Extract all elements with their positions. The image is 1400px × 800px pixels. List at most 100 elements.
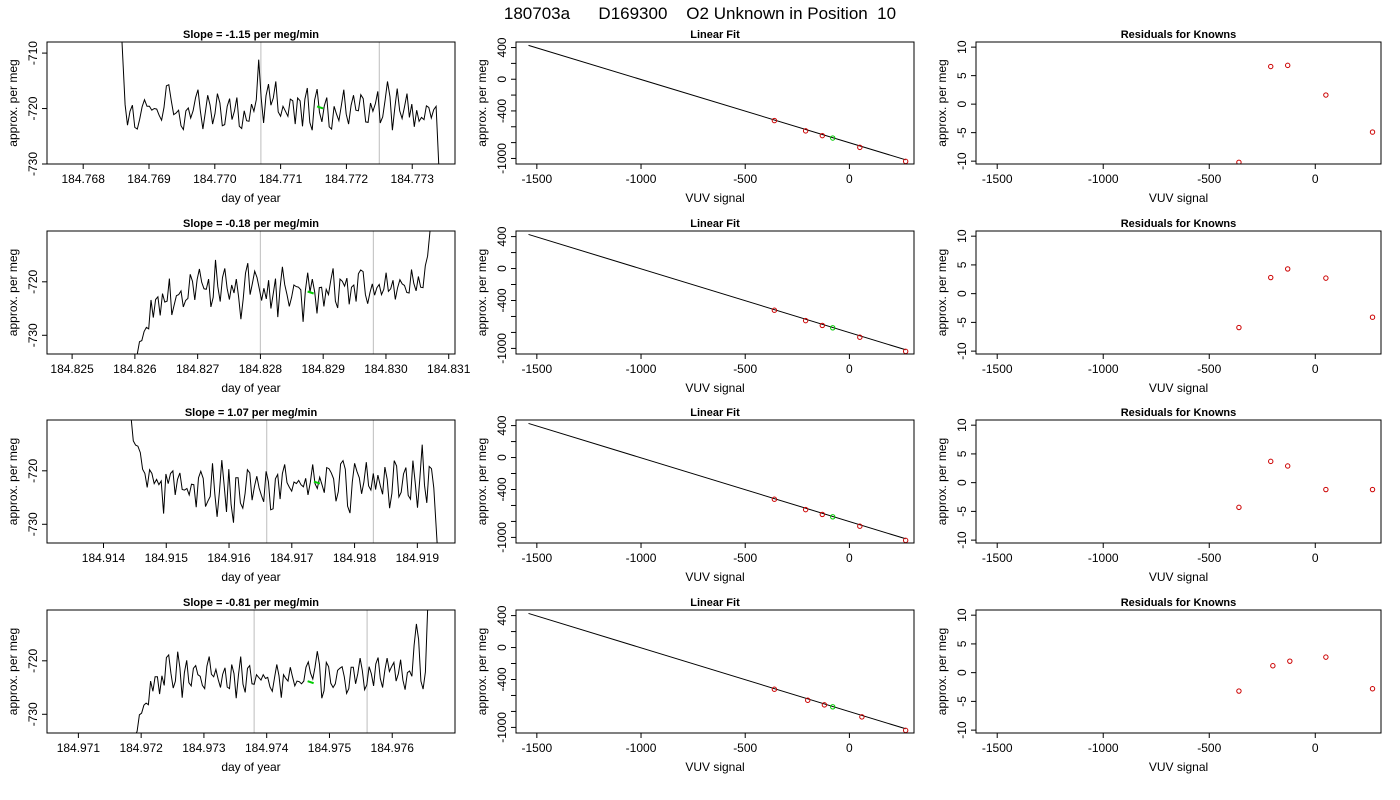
- x-tick-label: -500: [1197, 551, 1221, 565]
- x-tick-label: 184.973: [182, 741, 226, 755]
- x-axis-label: VUV signal: [1149, 381, 1208, 395]
- y-tick-label: -5: [955, 506, 969, 517]
- y-tick-label: -730: [26, 152, 40, 176]
- figure-title: 180703a D169300 O2 Unknown in Position 1…: [504, 4, 896, 23]
- plot-frame: [515, 41, 915, 165]
- residual-point: [1285, 266, 1291, 272]
- x-tick-label: 184.769: [127, 172, 171, 186]
- unknown-point: [830, 514, 836, 520]
- x-tick-label: -1500: [982, 551, 1013, 565]
- x-axis-label: day of year: [221, 760, 280, 774]
- x-tick-label: -1000: [626, 741, 657, 755]
- x-axis-label: VUV signal: [685, 381, 744, 395]
- unknown-point: [830, 135, 836, 141]
- plot-area: [528, 612, 909, 733]
- panel-title: Slope = -0.81 per meg/min: [183, 597, 319, 609]
- x-axis-label: VUV signal: [685, 760, 744, 774]
- plot-area: [121, 42, 440, 164]
- y-tick-label: 0: [955, 290, 969, 297]
- plot-area: [1236, 62, 1376, 164]
- plot-frame: [46, 419, 456, 544]
- plot-frame: [515, 419, 915, 544]
- y-axis-label: approx. per meg: [475, 628, 489, 715]
- known-point: [902, 158, 909, 164]
- known-point: [771, 117, 778, 124]
- plot-area: [1236, 266, 1376, 331]
- x-tick-label: -1500: [982, 741, 1013, 755]
- x-axis-label: VUV signal: [1149, 760, 1208, 774]
- known-point: [819, 511, 826, 518]
- y-axis-label: approx. per meg: [6, 628, 20, 715]
- fit-line: [528, 422, 906, 540]
- x-axis-label: VUV signal: [685, 191, 744, 205]
- y-tick-label: 0: [495, 454, 509, 461]
- y-axis-label: approx. per meg: [6, 438, 20, 525]
- plot-area: [528, 233, 909, 354]
- x-tick-label: 184.919: [396, 551, 440, 565]
- x-tick-label: -500: [733, 551, 757, 565]
- known-point: [771, 686, 778, 692]
- y-axis-label: approx. per meg: [935, 628, 949, 715]
- x-tick-label: 0: [846, 741, 853, 755]
- residual-point: [1236, 688, 1242, 694]
- plot-area: [1236, 458, 1376, 511]
- residual-point: [1285, 463, 1291, 469]
- unknown-point: [830, 704, 836, 710]
- data-series-line: [136, 231, 431, 354]
- x-tick-label: 184.975: [308, 741, 352, 755]
- panel-residuals-1: Residuals for Knowns -1500 -1000 -500 0 10 5 0 -…: [935, 29, 1382, 205]
- plot-frame: [975, 609, 1382, 734]
- y-tick-label: -10: [955, 531, 969, 549]
- x-tick-label: -1000: [626, 362, 657, 376]
- x-tick-label: 0: [1312, 172, 1319, 186]
- panel-title: Slope = -1.15 per meg/min: [183, 29, 319, 41]
- y-tick-label: 0: [955, 100, 969, 107]
- residual-point: [1236, 504, 1242, 511]
- residual-point: [1236, 159, 1242, 164]
- residual-point: [1323, 275, 1329, 281]
- x-tick-label: -500: [1197, 741, 1221, 755]
- x-tick-label: 184.972: [119, 741, 163, 755]
- x-tick-label: 184.914: [82, 551, 126, 565]
- panel-title: Linear Fit: [690, 407, 740, 419]
- plot-area: [528, 422, 909, 543]
- plot-area: [135, 610, 429, 733]
- y-tick-label: 10: [955, 418, 969, 432]
- y-tick-label: -1000: [495, 143, 509, 174]
- x-axis-label: day of year: [221, 381, 280, 395]
- panel-title: Residuals for Knowns: [1121, 597, 1237, 609]
- panel-fit-2: Linear Fit -1500 -1000 -500 0 400 0 -400 -1000 VU…: [475, 218, 915, 395]
- known-point: [805, 697, 811, 703]
- plot-frame: [515, 609, 915, 734]
- known-point: [902, 348, 909, 354]
- data-series-line: [121, 42, 440, 164]
- x-tick-label: 184.916: [207, 551, 251, 565]
- panel-timeseries-1: Slope = -1.15 per meg/min 184.768 184.769 1…: [6, 29, 456, 205]
- x-tick-label: 0: [846, 362, 853, 376]
- residual-point: [1323, 92, 1329, 98]
- plot-frame: [515, 230, 915, 355]
- known-point: [857, 523, 863, 529]
- x-tick-label: -500: [733, 362, 757, 376]
- known-point: [771, 496, 778, 502]
- residual-point: [1323, 486, 1329, 493]
- y-tick-label: -720: [26, 648, 40, 672]
- x-tick-label: -1000: [1088, 362, 1119, 376]
- x-tick-label: 0: [846, 551, 853, 565]
- x-tick-label: 184.828: [239, 362, 283, 376]
- y-tick-label: -730: [26, 323, 40, 347]
- x-tick-label: -500: [1197, 362, 1221, 376]
- known-point: [857, 334, 863, 340]
- x-tick-label: 184.831: [427, 362, 471, 376]
- panel-residuals-4: Residuals for Knowns -1500 -1000 -500 0 10 5 0 -…: [935, 597, 1382, 774]
- x-tick-label: 184.915: [145, 551, 189, 565]
- y-tick-label: -710: [26, 41, 40, 65]
- unknown-marker: [307, 680, 314, 685]
- unknown-marker: [307, 290, 314, 295]
- x-tick-label: -1500: [521, 741, 552, 755]
- known-point: [802, 506, 809, 513]
- x-tick-label: -1500: [982, 362, 1013, 376]
- y-tick-label: -1000: [495, 522, 509, 553]
- x-tick-label: 0: [846, 172, 853, 186]
